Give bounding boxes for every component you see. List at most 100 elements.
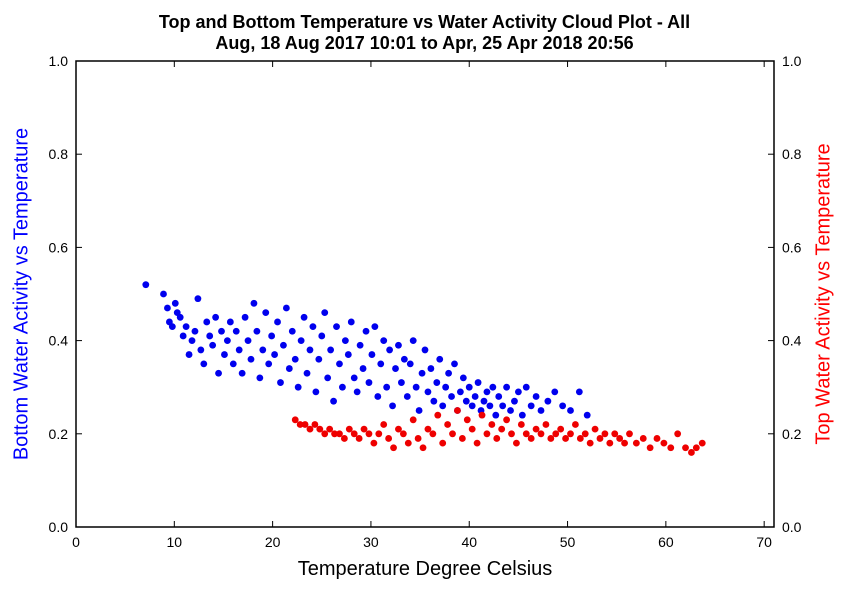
bottom-point [451, 360, 458, 368]
bottom-point [489, 383, 497, 391]
bottom-point [544, 397, 552, 405]
bottom-point [324, 374, 332, 382]
bottom-point [514, 388, 522, 396]
top-point [674, 430, 682, 438]
top-point [355, 435, 363, 442]
top-point [513, 439, 520, 447]
bottom-point [567, 407, 574, 414]
top-point [698, 439, 706, 447]
top-point [350, 430, 358, 438]
bottom-point [483, 388, 491, 396]
top-point [493, 435, 501, 442]
top-point [473, 439, 481, 447]
top-point [390, 444, 397, 452]
bottom-point [459, 374, 467, 382]
top-point [449, 430, 456, 438]
top-point [365, 430, 373, 438]
bottom-point [433, 379, 441, 386]
top-point [532, 425, 540, 433]
top-point [616, 435, 624, 442]
bottom-point [294, 383, 302, 391]
bottom-point [480, 397, 488, 405]
top-point [434, 411, 442, 419]
top-point [517, 421, 525, 428]
bottom-point [209, 341, 217, 349]
top-point [611, 430, 619, 438]
bottom-point [182, 323, 190, 331]
bottom-point [300, 313, 308, 321]
top-point [439, 439, 447, 447]
top-point [646, 444, 654, 452]
bottom-point [427, 365, 435, 372]
top-point [537, 430, 545, 438]
top-point [395, 425, 402, 433]
top-point [404, 439, 412, 447]
top-point [596, 435, 604, 442]
top-point [522, 430, 530, 438]
top-point [345, 425, 353, 433]
bottom-point [344, 351, 352, 358]
bottom-point [495, 393, 503, 400]
bottom-point [507, 407, 514, 414]
top-point [682, 444, 689, 452]
bottom-point [333, 323, 340, 331]
bottom-point [575, 388, 583, 396]
bottom-point [424, 388, 432, 396]
bottom-point [336, 360, 343, 368]
y-tick-label-left: 0.8 [49, 146, 69, 162]
top-point [331, 430, 338, 438]
top-point [458, 435, 466, 442]
y-tick-label-left: 0.0 [49, 519, 69, 535]
top-point [463, 416, 471, 424]
bottom-point [265, 360, 273, 368]
bottom-point [268, 332, 276, 340]
bottom-point [551, 388, 559, 396]
bottom-point [271, 351, 278, 358]
bottom-point [365, 379, 373, 386]
top-point [660, 439, 668, 447]
bottom-point [229, 360, 237, 368]
top-point [375, 430, 383, 438]
bottom-point [247, 355, 255, 363]
bottom-point [456, 388, 464, 396]
bottom-point [442, 383, 450, 391]
x-tick-label: 0 [72, 534, 80, 550]
bottom-point [259, 346, 267, 354]
top-point [632, 439, 640, 447]
bottom-point [362, 327, 370, 335]
bottom-point [415, 407, 423, 414]
top-point [306, 425, 314, 433]
bottom-point [439, 402, 447, 410]
top-point [586, 439, 594, 447]
bottom-point [318, 332, 326, 340]
bottom-point [262, 309, 270, 317]
y-tick-label-left: 0.4 [49, 333, 69, 349]
bottom-point [212, 313, 220, 321]
top-point [316, 425, 324, 433]
bottom-point [380, 337, 388, 344]
bottom-point [347, 318, 355, 326]
top-point [692, 444, 700, 452]
bottom-point [221, 351, 228, 358]
x-tick-label: 20 [265, 534, 281, 550]
bottom-point [330, 397, 337, 405]
bottom-point [532, 393, 540, 400]
top-point [508, 430, 515, 438]
top-point [557, 425, 565, 433]
x-tick-label: 10 [167, 534, 183, 550]
top-point [527, 435, 535, 442]
top-point [424, 425, 432, 433]
y-tick-label-right: 0.4 [782, 333, 802, 349]
top-point [301, 421, 309, 428]
bottom-point [235, 346, 243, 354]
bottom-point [527, 402, 535, 410]
bottom-point [215, 369, 222, 377]
bottom-point [522, 383, 530, 391]
bottom-point [238, 369, 246, 377]
bottom-point [392, 365, 399, 372]
bottom-point [179, 332, 187, 340]
bottom-point [445, 369, 452, 377]
bottom-point [503, 383, 510, 391]
bottom-point [418, 369, 426, 377]
bottom-point [191, 327, 199, 335]
